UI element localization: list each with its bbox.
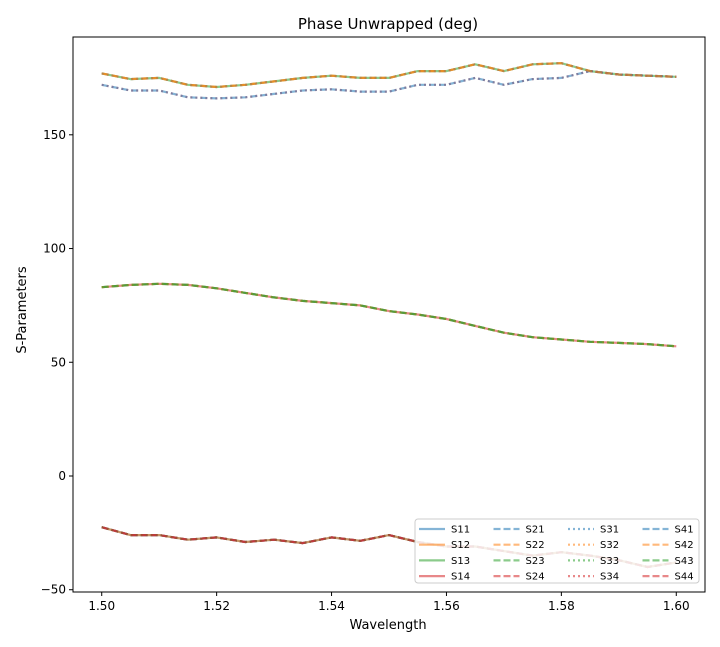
- legend-label-s44: S44: [675, 572, 694, 583]
- y-tick-label: −50: [41, 583, 66, 597]
- legend: S11 S12 S13 S14 S21 S22 S23 S24 S31 S32 S33 S34 S41 S…: [414, 518, 700, 584]
- x-axis-title: Wavelength: [349, 618, 426, 633]
- y-tick-label: 50: [51, 355, 66, 369]
- y-tick-label: 150: [43, 128, 66, 142]
- legend-label-s14: S14: [451, 572, 470, 583]
- y-axis: −50 0 50 100 150: [41, 128, 73, 597]
- legend-label-s32: S32: [600, 540, 619, 551]
- plot-area-frame: [72, 36, 706, 593]
- legend-label-s43: S43: [675, 556, 694, 567]
- legend-label-s22: S22: [526, 540, 545, 551]
- y-tick-label: 0: [58, 469, 66, 483]
- legend-label-s13: S13: [451, 556, 470, 567]
- legend-label-s34: S34: [600, 572, 619, 583]
- x-tick-label: 1.58: [548, 599, 575, 613]
- x-axis: 1.50 1.52 1.54 1.56 1.58 1.60: [88, 592, 690, 613]
- legend-label-s42: S42: [675, 540, 694, 551]
- legend-label-s12: S12: [451, 540, 470, 551]
- y-axis-title: S-Parameters: [15, 266, 30, 354]
- legend-label-s24: S24: [526, 572, 545, 583]
- legend-box: [414, 518, 700, 584]
- legend-label-s31: S31: [600, 525, 619, 536]
- legend-label-s21: S21: [526, 525, 545, 536]
- legend-label-s41: S41: [675, 525, 694, 536]
- legend-label-s11: S11: [451, 525, 470, 536]
- series-line-s42: [101, 62, 677, 89]
- chart-title: Phase Unwrapped (deg): [298, 15, 478, 33]
- series-line-s41: [101, 69, 677, 100]
- series-line-s43: [101, 282, 677, 348]
- y-tick-label: 100: [43, 242, 66, 256]
- x-tick-label: 1.52: [203, 599, 230, 613]
- x-tick-label: 1.60: [663, 599, 690, 613]
- x-tick-label: 1.54: [318, 599, 345, 613]
- series-layer: [101, 62, 677, 569]
- legend-label-s33: S33: [600, 556, 619, 567]
- legend-label-s23: S23: [526, 556, 545, 567]
- x-tick-label: 1.56: [433, 599, 460, 613]
- x-tick-label: 1.50: [88, 599, 115, 613]
